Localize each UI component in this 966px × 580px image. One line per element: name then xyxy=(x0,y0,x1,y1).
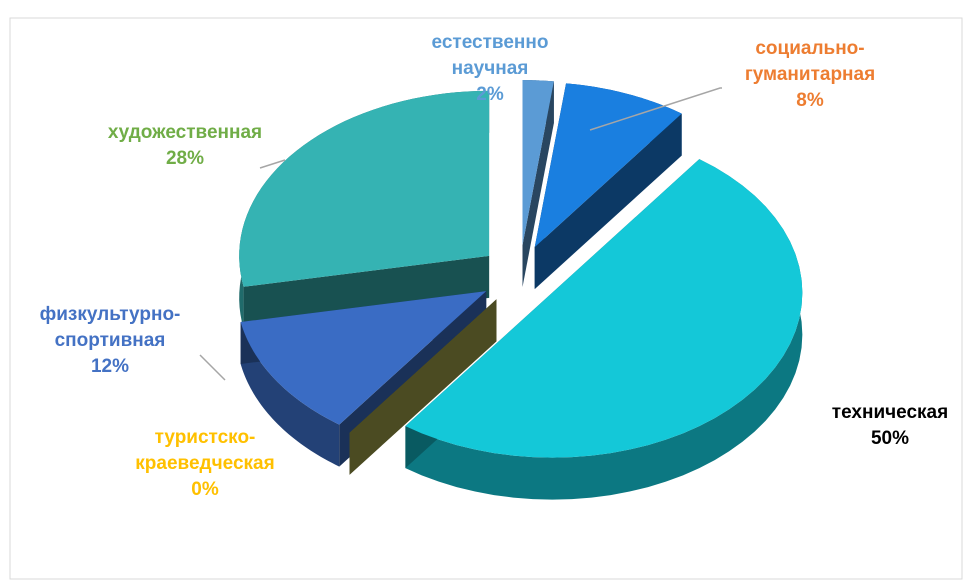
data-label: художественная 28% xyxy=(95,120,275,172)
slice xyxy=(240,291,487,425)
slice-face xyxy=(349,299,497,475)
data-label: естественнонаучная 2% xyxy=(428,30,553,108)
data-label: техническая 50% xyxy=(800,400,966,452)
data-label: туристско-краеведческая 0% xyxy=(115,425,295,503)
slice-face xyxy=(243,255,490,329)
slice xyxy=(349,299,497,433)
slice xyxy=(522,80,554,246)
label-text: 50% xyxy=(870,428,910,449)
leader-line xyxy=(199,354,226,381)
label-text: туристско-краеведческая xyxy=(135,427,275,474)
label-text: социально-гуманитарная xyxy=(744,38,876,85)
label-text: 12% xyxy=(90,356,130,377)
label-text: естественнонаучная xyxy=(431,32,549,79)
leader-line xyxy=(259,159,286,169)
label-text: техническая xyxy=(831,402,949,423)
data-label: социально-гуманитарная 8% xyxy=(720,36,900,114)
label-text: 0% xyxy=(191,479,219,500)
label-text: 8% xyxy=(796,90,824,111)
slice-side xyxy=(405,159,803,500)
label-text: 28% xyxy=(165,148,205,169)
label-text: 2% xyxy=(476,84,504,105)
slice xyxy=(534,83,682,248)
leader-line xyxy=(589,87,722,131)
slice xyxy=(405,159,803,458)
slice-face xyxy=(534,113,682,290)
slice xyxy=(239,90,490,287)
slice-face xyxy=(522,81,554,288)
slice-side xyxy=(240,321,340,467)
label-text: физкультурно-спортивная xyxy=(39,304,181,351)
label-text: художественная xyxy=(107,122,263,143)
data-label: физкультурно-спортивная 12% xyxy=(20,302,200,380)
